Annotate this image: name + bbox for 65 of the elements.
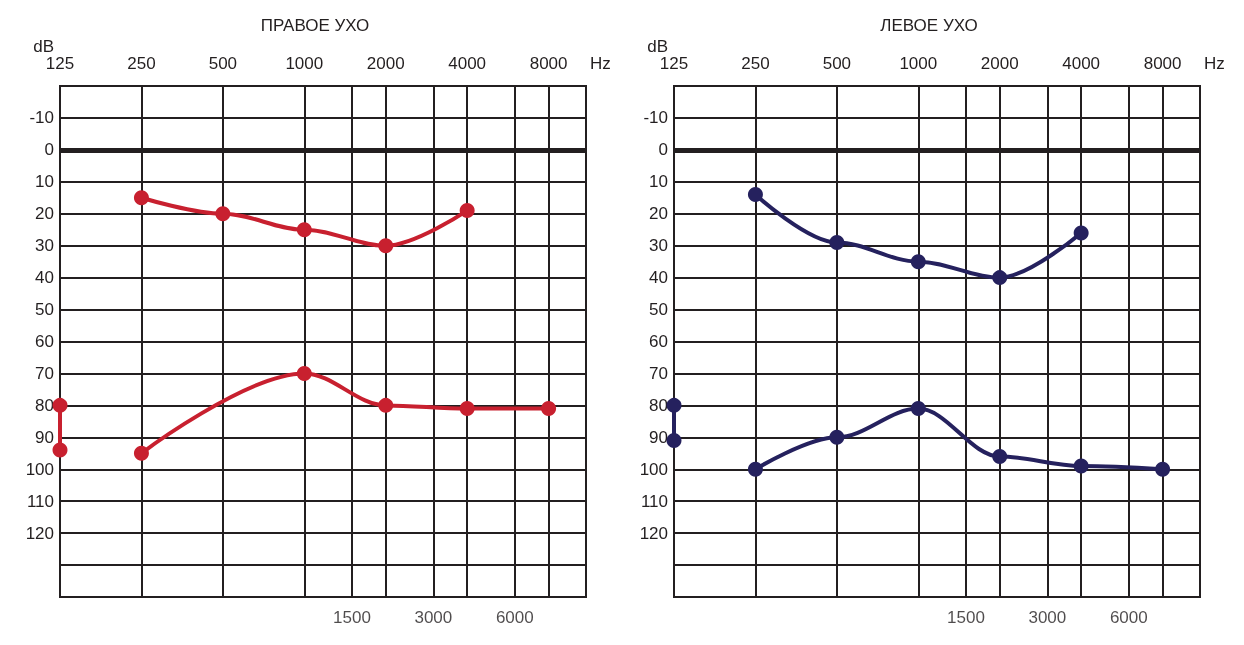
- y-tick-label: 80: [35, 395, 54, 415]
- y-tick-label: 20: [35, 204, 54, 224]
- x-tick-label: 8000: [529, 54, 568, 73]
- x-tick-label: 250: [127, 54, 156, 73]
- y-tick-label: 90: [649, 427, 668, 447]
- x-tick-label: 2000: [366, 54, 405, 73]
- point: [829, 235, 845, 250]
- point: [1073, 458, 1089, 474]
- x-tick-label: 1000: [285, 54, 324, 73]
- y-tick-label: 0: [44, 140, 54, 160]
- x-tick-label: 125: [659, 54, 689, 73]
- point: [747, 461, 763, 477]
- x-tick-label: 250: [741, 54, 770, 73]
- y-tick-label: -10: [643, 108, 668, 128]
- y-tick-label: 60: [35, 332, 54, 351]
- text: 1500: [947, 608, 985, 627]
- point: [829, 429, 845, 445]
- y-tick-label: 10: [649, 172, 668, 192]
- x-tick-label: 4000: [1062, 54, 1101, 73]
- y-tick-label: 30: [649, 236, 668, 256]
- text: 3000: [414, 608, 453, 627]
- text: 1500: [333, 608, 371, 627]
- y-tick-label: 90: [35, 427, 54, 447]
- x-tick-label: 125: [45, 54, 75, 73]
- x-axis-title: Hz: [1204, 54, 1225, 73]
- x-tick-label: 1000: [899, 54, 938, 73]
- y-tick-label: 70: [35, 363, 54, 383]
- point: [910, 401, 926, 417]
- text: 6000: [1109, 608, 1148, 627]
- x-tick-label: 2000: [980, 54, 1019, 73]
- point: [992, 448, 1008, 464]
- y-tick-label: 100: [639, 459, 668, 479]
- point: [747, 187, 763, 203]
- y-tick-label: 30: [35, 236, 54, 256]
- point: [992, 270, 1008, 286]
- y-tick-label: 80: [649, 395, 668, 415]
- y-tick-label: 50: [35, 300, 54, 320]
- text: 3000: [1028, 608, 1067, 627]
- x-tick-label: 8000: [1143, 54, 1182, 73]
- y-tick-label: 60: [649, 332, 668, 351]
- point: [1155, 461, 1171, 477]
- x-tick-label: 4000: [448, 54, 487, 73]
- text: 6000: [495, 608, 534, 627]
- chart-title: ПРАВОЕ УХО: [260, 16, 370, 35]
- y-axis-title: dB: [647, 37, 668, 57]
- y-tick-label: 20: [649, 204, 668, 224]
- x-tick-label: 500: [208, 54, 238, 73]
- y-tick-label: 50: [649, 300, 668, 320]
- y-tick-label: 120: [25, 523, 54, 543]
- y-tick-label: 70: [649, 363, 668, 383]
- point: [1073, 225, 1089, 241]
- x-axis-title: Hz: [590, 54, 611, 73]
- y-tick-label: -10: [29, 108, 54, 128]
- chart-title: ЛЕВОЕ УХО: [880, 16, 978, 35]
- y-tick-label: 120: [639, 523, 668, 543]
- y-tick-label: 100: [25, 459, 54, 479]
- y-tick-label: 40: [35, 268, 54, 288]
- point: [910, 254, 926, 270]
- x-tick-label: 500: [822, 54, 852, 73]
- y-tick-label: 0: [658, 140, 668, 160]
- y-axis-title: dB: [33, 37, 54, 57]
- y-tick-label: 40: [649, 268, 668, 288]
- y-tick-label: 10: [35, 172, 54, 192]
- y-tick-label: 110: [26, 491, 54, 511]
- y-tick-label: 110: [640, 491, 668, 511]
